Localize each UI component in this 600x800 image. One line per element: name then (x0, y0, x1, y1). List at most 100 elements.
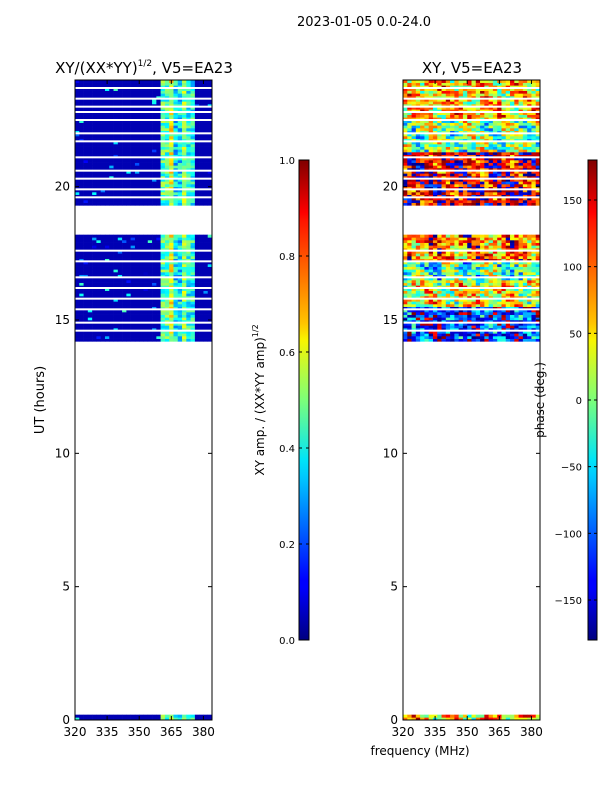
phase-heatmap-cell (445, 170, 451, 174)
amp-heatmap-cell (207, 186, 213, 190)
amp-heatmap-cell (203, 160, 209, 163)
amp-heatmap-cell (164, 144, 170, 147)
phase-heatmap-cell (522, 336, 528, 339)
phase-heatmap-cell (510, 304, 515, 307)
phase-heatmap-cell (527, 256, 532, 259)
amp-heatmap-cell (130, 130, 136, 134)
amp-heatmap-cell (117, 117, 123, 121)
amp-heatmap-cell (156, 288, 161, 291)
amp-heatmap-cell (130, 256, 136, 259)
phase-heatmap-cell (407, 261, 412, 265)
amp-heatmap-cell (83, 85, 89, 89)
amp-heatmap-cell (152, 128, 157, 131)
phase-heatmap-cell (407, 242, 412, 246)
phase-heatmap-cell (488, 253, 494, 257)
amp-heatmap-cell (147, 178, 153, 182)
phase-heatmap-cell (505, 176, 511, 179)
phase-heatmap-cell (527, 309, 532, 313)
amp-heatmap-cell (130, 261, 136, 265)
amp-heatmap-cell (122, 320, 127, 323)
phase-heatmap-cell (450, 717, 455, 721)
phase-heatmap-cell (514, 181, 519, 185)
amp-heatmap-cell (190, 146, 196, 150)
phase-heatmap-cell (437, 186, 442, 190)
amp-heatmap-cell (160, 165, 166, 169)
amp-heatmap-cell (109, 250, 114, 254)
phase-heatmap-cell (527, 285, 532, 289)
amp-heatmap-cell (130, 272, 136, 275)
phase-heatmap-cell (518, 264, 524, 267)
amp-heatmap-cell (190, 93, 196, 97)
amp-heatmap-cell (109, 237, 114, 241)
phase-heatmap-cell (497, 296, 502, 299)
phase-heatmap-cell (403, 245, 408, 249)
phase-heatmap-cell (522, 333, 528, 337)
amp-heatmap-cell (134, 717, 140, 721)
amp-heatmap-cell (160, 106, 166, 110)
amp-heatmap-cell (207, 237, 213, 241)
phase-heatmap-cell (475, 242, 481, 246)
amp-heatmap-cell (169, 160, 174, 163)
phase-heatmap-cell (505, 280, 511, 283)
phase-heatmap-cell (471, 717, 477, 721)
amp-heatmap-cell (199, 306, 204, 310)
amp-heatmap-cell (160, 194, 166, 198)
phase-heatmap-cell (501, 296, 507, 299)
amp-heatmap-cell (156, 306, 161, 310)
amp-heatmap-cell (92, 202, 97, 206)
amp-heatmap-cell (96, 330, 101, 334)
amp-heatmap-cell (92, 120, 97, 123)
amp-heatmap-cell (113, 322, 119, 326)
amp-heatmap-cell (117, 277, 123, 281)
amp-heatmap-cell (190, 280, 196, 283)
phase-heatmap-cell (445, 333, 451, 337)
amp-heatmap-cell (152, 240, 157, 243)
amp-heatmap-cell (113, 106, 119, 110)
amp-heatmap-cell (79, 109, 84, 113)
amp-heatmap-cell (160, 333, 166, 337)
amp-heatmap-cell (207, 296, 213, 299)
amp-heatmap-cell (194, 90, 200, 94)
amp-heatmap-cell (122, 112, 127, 115)
amp-heatmap-cell (122, 168, 127, 171)
amp-heatmap-cell (182, 253, 187, 257)
phase-heatmap-cell (411, 152, 417, 155)
phase-heatmap-cell (450, 202, 455, 206)
phase-heatmap-cell (488, 261, 494, 265)
amp-gap-line (75, 97, 212, 100)
amp-heatmap-cell (169, 184, 174, 187)
amp-heatmap-cell (79, 282, 84, 286)
amp-heatmap-cell (177, 256, 183, 259)
phase-heatmap-cell (497, 178, 502, 182)
amp-heatmap-cell (173, 85, 179, 89)
amp-heatmap-cell (130, 85, 136, 89)
amp-heatmap-cell (134, 325, 140, 329)
phase-heatmap-cell (488, 152, 494, 155)
amp-heatmap-cell (152, 178, 157, 182)
phase-heatmap-cell (407, 256, 412, 259)
amp-heatmap-cell (100, 96, 106, 99)
amp-heatmap-cell (130, 274, 136, 278)
amp-heatmap-cell (96, 136, 101, 139)
amp-heatmap-cell (92, 186, 97, 190)
phase-heatmap-cell (488, 178, 494, 182)
phase-heatmap-cell (415, 181, 421, 185)
amp-heatmap-cell (147, 117, 153, 121)
amp-heatmap-cell (173, 200, 179, 203)
amp-heatmap-cell (104, 141, 110, 145)
amp-heatmap-cell (109, 197, 114, 201)
phase-heatmap-cell (411, 250, 417, 254)
amp-heatmap-cell (126, 288, 131, 291)
amp-heatmap-cell (92, 320, 97, 323)
amp-heatmap-cell (190, 157, 196, 161)
amp-heatmap-cell (177, 165, 183, 169)
amp-heatmap-cell (109, 106, 114, 110)
amp-heatmap-cell (173, 197, 179, 201)
amp-heatmap-cell (152, 328, 157, 331)
phase-heatmap-cell (497, 170, 502, 174)
phase-heatmap-cell (518, 242, 524, 246)
phase-heatmap-cell (441, 304, 447, 307)
amp-heatmap-cell (139, 165, 144, 169)
phase-heatmap-cell (428, 280, 434, 283)
amp-gap-line (75, 156, 212, 159)
